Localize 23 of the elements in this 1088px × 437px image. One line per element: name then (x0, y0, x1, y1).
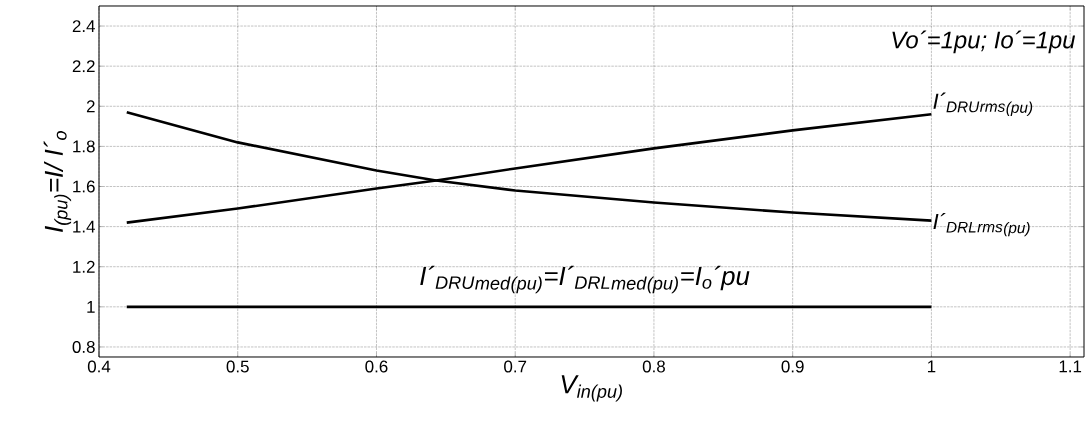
y-tick-label: 1 (87, 301, 95, 313)
x-tick-label: 0.9 (781, 360, 804, 373)
y-tick-label: 2.4 (72, 20, 95, 32)
annotation: Vo´=1pu; Io´=1pu (892, 30, 1076, 54)
x-tick-label: 0.7 (504, 360, 527, 373)
series-label: I´$_{DRUmed(pu)}$=I´$_{DRLmed(pu)}$=I$_{o}$´pu (420, 265, 750, 294)
y-tick-label: 0.8 (72, 340, 95, 353)
legend-label: I´$_{DRUrms(pu)}$ (933, 92, 1033, 116)
y-tick-label: 2 (86, 100, 95, 113)
x-tick-label: 0.6 (365, 360, 388, 373)
y-tick-label: 2.2 (72, 60, 95, 73)
y-tick-label: 1.6 (73, 180, 95, 193)
x-tick-label: 0.5 (226, 360, 249, 373)
x-tick-label: 1 (927, 360, 936, 373)
y-tick-label: 1.4 (73, 220, 95, 233)
x-tick-label: 0.8 (642, 360, 665, 373)
y-tick-label: 1.2 (73, 260, 95, 273)
x-tick-label: 1.1 (1059, 360, 1082, 373)
legend-label: I´$_{DRLrms(pu)}$ (933, 212, 1030, 237)
x-axis-title: V$_{in(pu)}$ (561, 375, 622, 402)
x-tick-label: 0.4 (87, 360, 111, 373)
y-tick-label: 1.8 (73, 140, 95, 153)
y-axis-title: I$_{(pu)}$=I/ I´$_{o}$ (43, 131, 72, 232)
